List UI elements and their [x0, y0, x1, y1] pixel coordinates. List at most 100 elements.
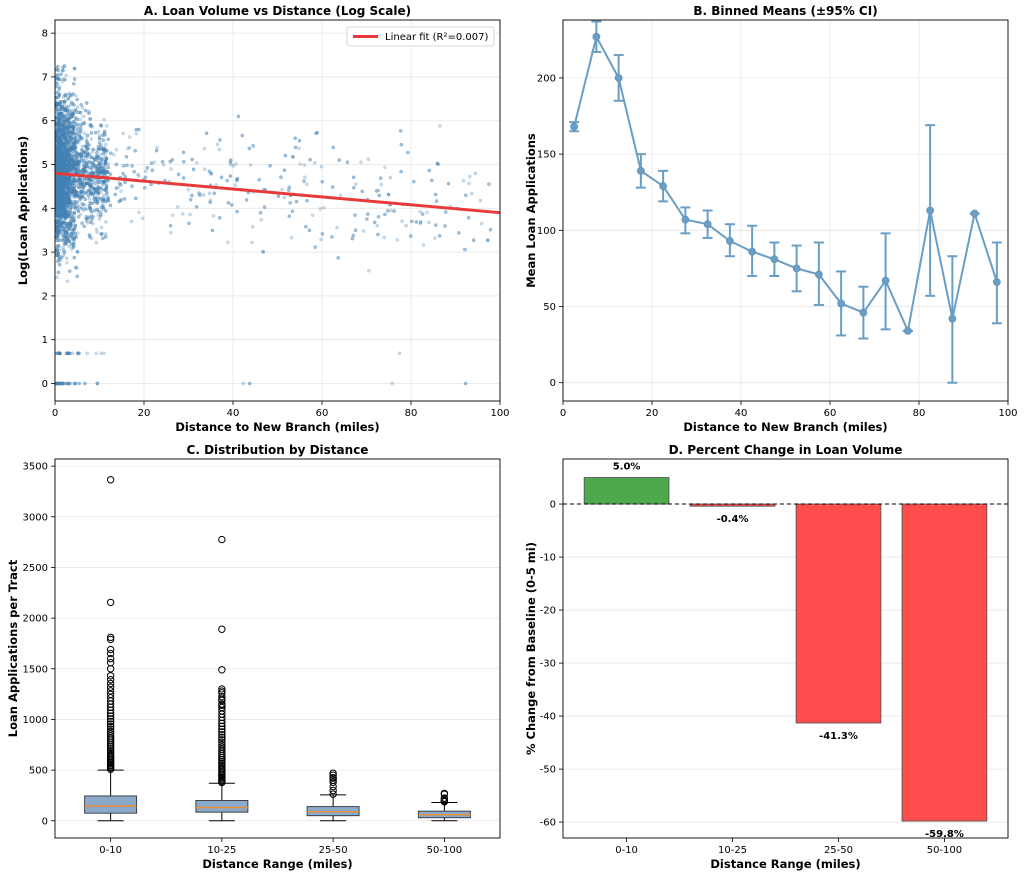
scatter-point [99, 143, 103, 147]
scatter-point [58, 162, 62, 166]
scatter-point [59, 148, 64, 153]
scatter-point [106, 161, 110, 166]
scatter-point [150, 168, 155, 172]
scatter-point [77, 205, 81, 209]
scatter-point [68, 269, 72, 273]
scatter-point [60, 214, 64, 219]
scatter-point [63, 191, 68, 196]
outlier-point [106, 672, 115, 680]
x-tick-label: 25-50 [319, 845, 348, 856]
scatter-point [97, 217, 102, 221]
scatter-point [85, 142, 90, 147]
scatter-point [421, 243, 426, 247]
scatter-point [76, 162, 80, 167]
scatter-point [65, 351, 69, 356]
scatter-point [188, 212, 192, 217]
scatter-point [225, 240, 230, 244]
scatter-point [67, 351, 71, 356]
scatter-point [60, 162, 64, 167]
scatter-point [74, 109, 78, 113]
scatter-point [84, 101, 89, 105]
scatter-point [55, 198, 58, 203]
scatter-point [69, 247, 74, 251]
scatter-point [231, 164, 236, 168]
scatter-point [130, 184, 134, 188]
scatter-point [365, 217, 369, 221]
scatter-point [63, 135, 67, 139]
scatter-point [58, 114, 62, 119]
scatter-point [125, 146, 130, 151]
scatter-point [57, 188, 62, 193]
scatter-point [467, 174, 472, 179]
scatter-point [114, 186, 119, 190]
x-tick-label: 60 [824, 408, 837, 419]
scatter-point [82, 160, 86, 165]
scatter-point [97, 162, 101, 167]
scatter-point [106, 165, 110, 170]
scatter-point [64, 129, 68, 134]
scatter-point [55, 142, 58, 147]
scatter-point [99, 210, 104, 214]
scatter-point [67, 190, 71, 194]
scatter-point [58, 205, 63, 209]
scatter-point [62, 100, 67, 104]
scatter-point [235, 178, 239, 182]
scatter-point [161, 163, 166, 167]
scatter-point [390, 381, 395, 386]
scatter-point [71, 241, 75, 246]
scatter-point [64, 181, 69, 186]
scatter-point [61, 68, 65, 73]
scatter-point [58, 195, 63, 199]
scatter-point [66, 131, 70, 135]
scatter-point [85, 133, 90, 138]
scatter-point [75, 117, 79, 122]
scatter-point [97, 180, 102, 185]
scatter-point [65, 118, 69, 122]
scatter-point [69, 233, 73, 238]
scatter-point [69, 152, 74, 156]
scatter-point [313, 131, 318, 136]
scatter-point [57, 228, 61, 233]
scatter-point [75, 128, 79, 132]
scatter-point [63, 238, 68, 242]
scatter-point [68, 112, 73, 116]
scatter-point [105, 189, 109, 194]
scatter-point [56, 220, 60, 224]
scatter-point [61, 162, 65, 167]
scatter-point [64, 256, 69, 261]
chart-title: D. Percent Change in Loan Volume [669, 443, 903, 457]
y-tick-label: 50 [543, 302, 556, 313]
scatter-point [463, 247, 467, 252]
scatter-point [69, 131, 73, 136]
scatter-point [429, 178, 434, 183]
scatter-point [66, 127, 71, 131]
chart-title: C. Distribution by Distance [187, 443, 369, 457]
scatter-point [58, 218, 63, 223]
scatter-point [217, 147, 222, 152]
scatter-point [55, 138, 59, 143]
scatter-point [60, 191, 65, 195]
scatter-point [100, 197, 104, 201]
scatter-point [55, 168, 58, 172]
scatter-point [61, 253, 66, 258]
scatter-point [55, 244, 60, 248]
scatter-point [74, 156, 79, 160]
scatter-point [96, 129, 101, 134]
scatter-point [91, 190, 96, 195]
scatter-point [233, 183, 238, 187]
scatter-point [376, 188, 381, 193]
scatter-point [96, 191, 101, 195]
scatter-point [65, 108, 69, 112]
scatter-point [351, 185, 356, 190]
scatter-point [57, 125, 62, 130]
scatter-point [211, 213, 216, 218]
scatter-point [56, 236, 61, 240]
scatter-point [75, 202, 79, 206]
scatter-point [63, 156, 67, 161]
scatter-point [290, 209, 295, 214]
scatter-point [105, 124, 109, 128]
scatter-point [80, 147, 84, 152]
scatter-point [104, 183, 109, 188]
scatter-point [55, 206, 58, 210]
scatter-point [85, 151, 90, 155]
